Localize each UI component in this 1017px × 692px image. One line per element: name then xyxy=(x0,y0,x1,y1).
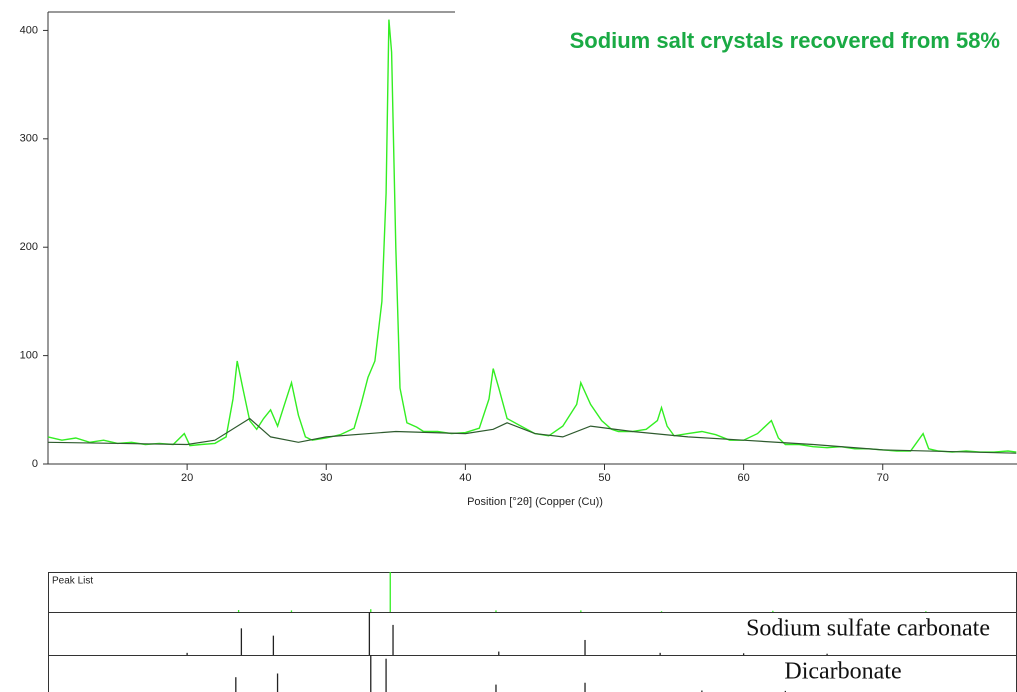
x-tick-label: 50 xyxy=(598,472,610,484)
y-tick-label: 100 xyxy=(20,350,38,362)
y-tick-label: 200 xyxy=(20,241,38,253)
x-axis-label: Position [°2θ] (Copper (Cu)) xyxy=(467,496,603,508)
chart-title: Sodium salt crystals recovered from 58% xyxy=(570,28,1000,53)
panel-title: Dicarbonate xyxy=(784,659,901,685)
y-tick-label: 400 xyxy=(20,24,38,36)
panel-title: Peak List xyxy=(52,576,93,587)
x-tick-label: 40 xyxy=(459,472,471,484)
panel-frame xyxy=(48,572,1017,613)
panel-title: Sodium sulfate carbonate xyxy=(746,616,990,642)
x-tick-label: 30 xyxy=(320,472,332,484)
x-tick-label: 70 xyxy=(877,472,889,484)
x-tick-label: 60 xyxy=(737,472,749,484)
background-line xyxy=(47,417,1017,454)
x-tick-label: 20 xyxy=(181,472,193,484)
y-tick-label: 0 xyxy=(32,458,38,470)
y-tick-label: 300 xyxy=(20,133,38,145)
diffraction-line xyxy=(47,19,1017,453)
